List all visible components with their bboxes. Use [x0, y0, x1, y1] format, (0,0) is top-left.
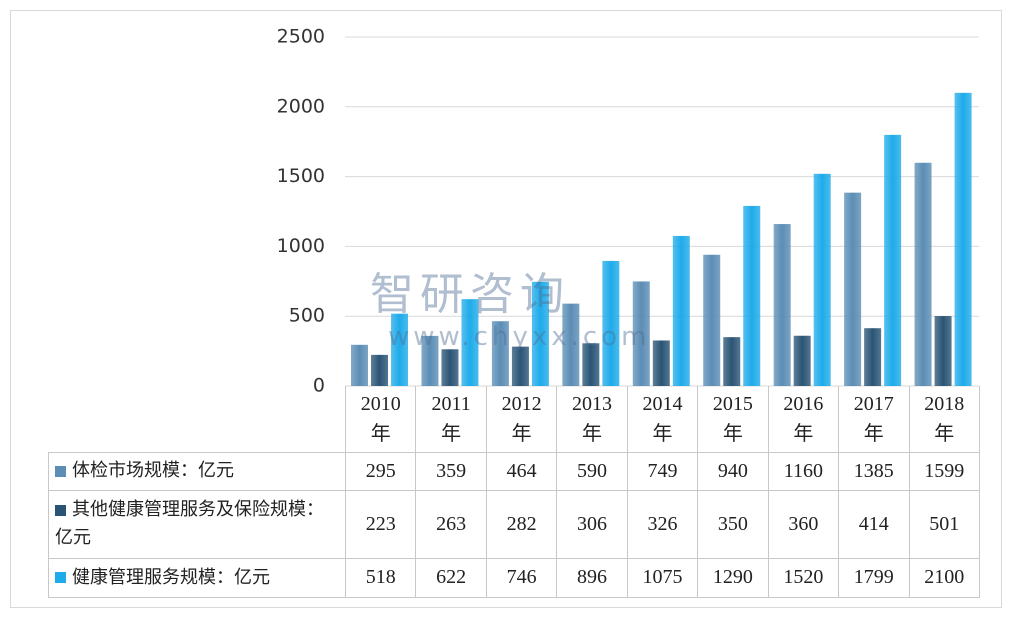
- data-label: 1385: [838, 451, 910, 491]
- corner-cell: [49, 386, 346, 452]
- data-label: 1520: [767, 557, 840, 598]
- bar: [391, 313, 409, 386]
- x-tick-label: 2012年: [485, 386, 558, 453]
- y-tick-label: 1500: [277, 165, 325, 187]
- data-label: 306: [556, 489, 628, 559]
- y-tick-label: 500: [289, 305, 325, 327]
- y-tick-label: 1000: [277, 235, 325, 257]
- data-label: 622: [415, 557, 487, 598]
- legend-entry: 体检市场规模：亿元: [48, 451, 346, 491]
- data-label: 749: [626, 451, 699, 491]
- bar: [884, 134, 902, 386]
- x-tick-label: 2015年: [697, 386, 769, 453]
- watermark: 智研咨询 www.chyxx.com: [370, 258, 650, 352]
- legend-label: 健康管理服务规模：亿元: [72, 566, 270, 588]
- data-label: 940: [697, 451, 769, 491]
- data-label: 350: [697, 489, 769, 559]
- bar: [914, 162, 932, 386]
- legend-entry: 健康管理服务规模：亿元: [48, 557, 346, 598]
- x-tick-label: 2013年: [556, 386, 628, 453]
- data-label: 590: [556, 451, 628, 491]
- bar: [582, 343, 600, 386]
- y-tick-label: 2000: [277, 95, 325, 117]
- x-tick-label: 2017年: [838, 386, 910, 453]
- series-row: 其他健康管理服务及保险规模：亿元 223 263 282 306 326 350 360 414…: [48, 489, 980, 559]
- y-tick-label: 0: [313, 375, 325, 397]
- bar: [723, 337, 741, 386]
- data-label: 518: [344, 557, 417, 598]
- data-label: 1075: [626, 557, 699, 598]
- bar: [652, 340, 670, 386]
- x-tick-label: 2014年: [626, 386, 699, 453]
- data-label: 1599: [908, 451, 980, 491]
- x-tick-label: 2016年: [767, 386, 840, 453]
- data-label: 223: [344, 489, 417, 559]
- bar: [602, 260, 620, 386]
- legend-entry: 其他健康管理服务及保险规模：亿元: [48, 489, 346, 559]
- bar: [864, 328, 882, 386]
- bar: [743, 205, 761, 386]
- data-table: 2010年 2011年 2012年 2013年 2014年 2015年 2016年 2017年…: [48, 386, 980, 598]
- bar: [441, 349, 459, 386]
- bar: [844, 192, 862, 386]
- bar: [813, 173, 831, 386]
- bar: [421, 335, 439, 386]
- data-label: 746: [485, 557, 558, 598]
- x-tick-label: 2010年: [344, 386, 417, 453]
- series-row: 体检市场规模：亿元 295 359 464 590 749 940 1160 1385 1599: [48, 451, 980, 491]
- chart-frame: [10, 10, 1002, 608]
- data-label: 282: [485, 489, 558, 559]
- data-label: 1799: [838, 557, 910, 598]
- data-label: 2100: [908, 557, 980, 598]
- data-label: 1290: [697, 557, 769, 598]
- x-tick-label: 2011年: [415, 386, 487, 453]
- bar: [632, 281, 650, 386]
- bar: [491, 321, 509, 386]
- data-label: 896: [556, 557, 628, 598]
- bar: [672, 235, 690, 386]
- data-label: 263: [415, 489, 487, 559]
- bar: [773, 224, 791, 386]
- watermark-brand: 智研咨询: [370, 269, 570, 320]
- bar: [461, 299, 479, 386]
- bar: [351, 344, 369, 386]
- data-label: 295: [344, 451, 417, 491]
- legend-swatch: [55, 504, 66, 516]
- bar: [371, 354, 389, 386]
- data-label: 359: [415, 451, 487, 491]
- legend-swatch: [55, 572, 66, 583]
- data-label: 1160: [767, 451, 840, 491]
- legend-label: 其他健康管理服务及保险规模：亿元: [55, 499, 324, 548]
- x-tick-label: 2018年: [908, 386, 980, 453]
- legend-swatch: [55, 465, 66, 477]
- bar: [511, 346, 529, 386]
- bar: [531, 281, 549, 386]
- data-label: 360: [767, 489, 840, 559]
- data-label: 464: [485, 451, 558, 491]
- watermark-url: www.chyxx.com: [388, 322, 651, 352]
- series-row: 健康管理服务规模：亿元 518 622 746 896 1075 1290 1520 1799 2…: [48, 557, 980, 598]
- bar: [934, 316, 952, 386]
- bar: [954, 92, 972, 386]
- legend-label: 体检市场规模：亿元: [72, 460, 234, 481]
- header-row: 2010年 2011年 2012年 2013年 2014年 2015年 2016年 2017年…: [49, 386, 980, 453]
- bar: [562, 303, 580, 386]
- data-label: 326: [626, 489, 699, 559]
- data-label: 501: [908, 489, 980, 559]
- y-tick-label: 2500: [277, 26, 325, 48]
- bar: [793, 335, 811, 386]
- data-label: 414: [838, 489, 910, 559]
- bar: [703, 254, 721, 386]
